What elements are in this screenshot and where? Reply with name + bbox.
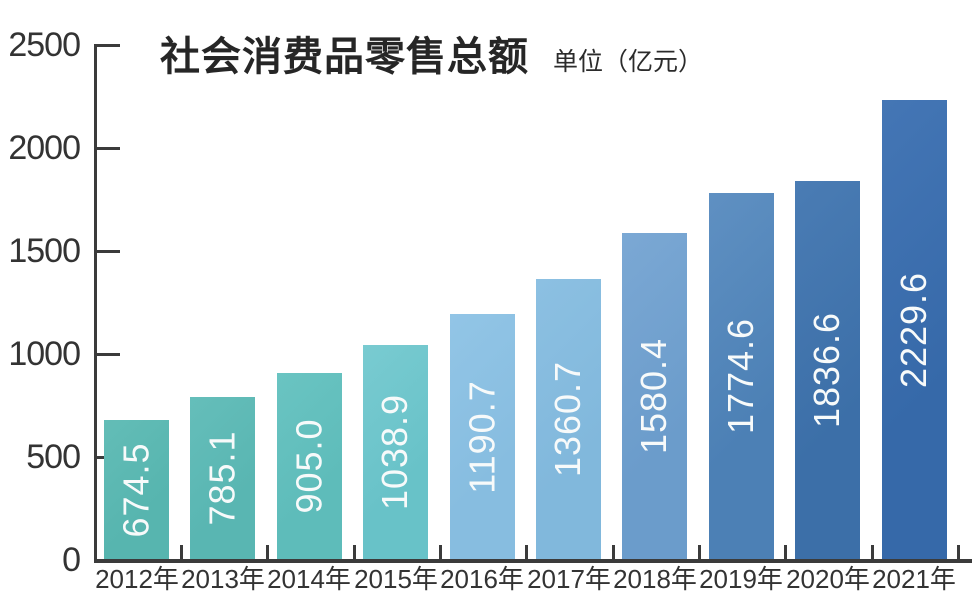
x-tick-5	[525, 545, 528, 559]
x-axis-label-2019: 2019年	[699, 564, 783, 594]
x-axis-label-2020: 2020年	[786, 564, 870, 594]
y-axis-label-500: 500	[26, 438, 81, 476]
bar-value-2018: 1580.4	[633, 337, 675, 455]
bar-value-2019: 1774.6	[720, 317, 762, 435]
y-axis-label-2500: 2500	[8, 26, 81, 64]
x-axis-line	[94, 559, 972, 563]
bar-2015: 1038.9	[363, 345, 428, 559]
x-tick-7	[698, 545, 701, 559]
y-tick-1500	[94, 250, 120, 253]
y-tick-2500	[94, 44, 120, 47]
x-axis-label-2014: 2014年	[267, 564, 351, 594]
bar-2019: 1774.6	[709, 193, 774, 559]
bar-2018: 1580.4	[622, 233, 687, 559]
bar-value-2021: 2229.6	[893, 271, 935, 388]
x-tick-8	[784, 545, 787, 559]
chart-title: 社会消费品零售总额	[160, 35, 529, 79]
x-tick-10	[957, 545, 960, 559]
bar-2021: 2229.6	[882, 100, 947, 559]
bar-value-2015: 1038.9	[374, 393, 416, 511]
y-axis-line	[94, 44, 97, 563]
x-axis-label-2015: 2015年	[354, 564, 438, 594]
x-axis-label-2016: 2016年	[440, 564, 524, 594]
y-axis-label-1000: 1000	[8, 335, 81, 373]
bar-2014: 905.0	[277, 373, 342, 559]
x-tick-1	[180, 545, 183, 559]
x-tick-3	[353, 545, 356, 559]
x-tick-2	[266, 545, 269, 559]
bar-2017: 1360.7	[536, 279, 601, 559]
bar-value-2013: 785.1	[201, 430, 243, 526]
bar-2016: 1190.7	[450, 314, 515, 559]
bar-2013: 785.1	[190, 397, 255, 559]
bar-value-2017: 1360.7	[547, 360, 589, 478]
x-axis-label-2013: 2013年	[181, 564, 265, 594]
bar-2020: 1836.6	[795, 181, 860, 559]
x-axis-label-2017: 2017年	[527, 564, 611, 594]
y-axis-label-2000: 2000	[8, 129, 81, 167]
x-axis-label-2012: 2012年	[95, 564, 179, 594]
x-tick-4	[439, 545, 442, 559]
x-axis-label-2018: 2018年	[613, 564, 697, 594]
x-tick-9	[871, 545, 874, 559]
bar-value-2016: 1190.7	[461, 379, 503, 494]
bar-value-2012: 674.5	[115, 441, 157, 538]
bar-value-2014: 905.0	[288, 418, 330, 514]
chart-unit-label: 单位（亿元）	[553, 49, 704, 76]
y-tick-1000	[94, 353, 120, 356]
x-axis-label-2021: 2021年	[872, 564, 956, 594]
y-axis-label-1500: 1500	[8, 232, 81, 270]
x-tick-6	[612, 545, 615, 559]
y-axis-label-0: 0	[62, 541, 81, 579]
bar-value-2020: 1836.6	[806, 311, 848, 429]
chart-header: 社会消费品零售总额 单位（亿元）	[160, 24, 703, 82]
bar-2012: 674.5	[104, 420, 169, 559]
y-tick-2000	[94, 147, 120, 150]
